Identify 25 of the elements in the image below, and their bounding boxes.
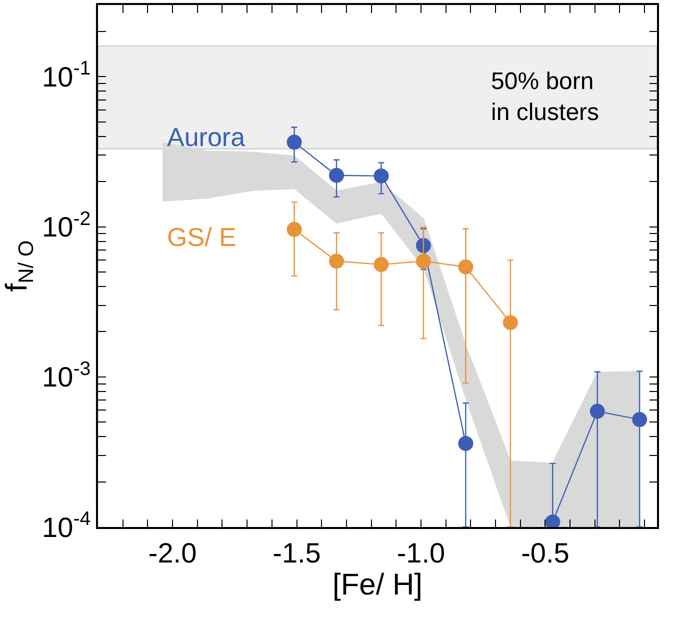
x-axis-title: [Fe/ H] [332, 568, 423, 602]
point [416, 254, 431, 269]
x-tick-label: -1.5 [272, 537, 321, 568]
point [502, 315, 518, 330]
series-label: Aurora [167, 122, 246, 152]
y-tick-label: 10$^{-2}$ [42, 208, 91, 243]
y-tick-label: 10$^{-3}$ [42, 358, 91, 393]
x-tick-label: -1.0 [396, 537, 446, 568]
point [329, 168, 344, 183]
point [458, 259, 474, 274]
point [458, 436, 474, 451]
point [632, 412, 648, 428]
series-label: GS/ E [167, 222, 236, 252]
band-label: 50% born in clusters [491, 68, 600, 126]
point [590, 404, 605, 419]
point [374, 257, 389, 272]
point [286, 222, 302, 237]
x-tick-label: -2.0 [148, 537, 197, 568]
point [416, 238, 431, 254]
y-tick-label: 10$^{-1}$ [42, 58, 91, 92]
y-tick-label: 10$^{-4}$ [42, 508, 91, 543]
point [286, 134, 302, 150]
point [329, 254, 344, 269]
x-tick-label: -0.5 [521, 537, 570, 568]
point [374, 168, 389, 184]
